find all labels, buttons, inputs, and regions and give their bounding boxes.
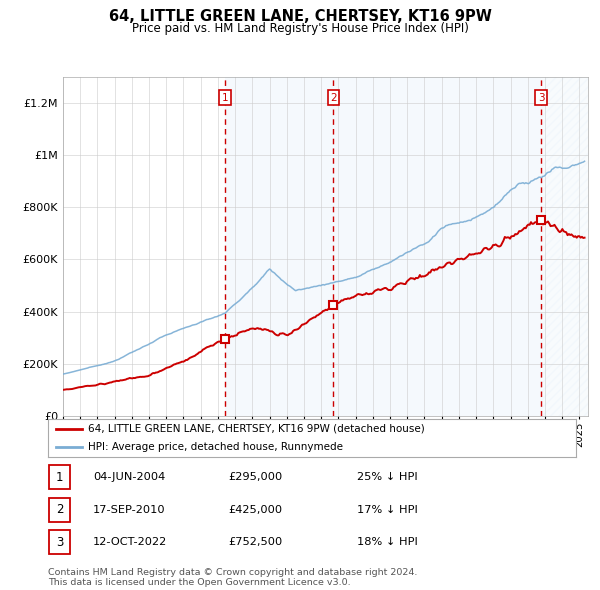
Text: 1: 1 (222, 93, 229, 103)
Bar (334, 77, 541, 416)
Text: 3: 3 (538, 93, 544, 103)
Text: 64, LITTLE GREEN LANE, CHERTSEY, KT16 9PW: 64, LITTLE GREEN LANE, CHERTSEY, KT16 9P… (109, 9, 491, 24)
Text: £425,000: £425,000 (228, 505, 282, 514)
Text: 17% ↓ HPI: 17% ↓ HPI (357, 505, 418, 514)
Text: 12-OCT-2022: 12-OCT-2022 (93, 537, 167, 547)
Text: 04-JUN-2004: 04-JUN-2004 (93, 473, 165, 482)
Text: HPI: Average price, detached house, Runnymede: HPI: Average price, detached house, Runn… (88, 442, 343, 453)
FancyBboxPatch shape (49, 530, 70, 554)
Text: Contains HM Land Registry data © Crown copyright and database right 2024.
This d: Contains HM Land Registry data © Crown c… (48, 568, 418, 587)
FancyBboxPatch shape (49, 466, 70, 489)
Text: £752,500: £752,500 (228, 537, 282, 547)
Text: 2: 2 (56, 503, 63, 516)
Text: 64, LITTLE GREEN LANE, CHERTSEY, KT16 9PW (detached house): 64, LITTLE GREEN LANE, CHERTSEY, KT16 9P… (88, 424, 424, 434)
Text: 25% ↓ HPI: 25% ↓ HPI (357, 473, 418, 482)
Text: 18% ↓ HPI: 18% ↓ HPI (357, 537, 418, 547)
Text: 17-SEP-2010: 17-SEP-2010 (93, 505, 166, 514)
Text: 2: 2 (330, 93, 337, 103)
FancyBboxPatch shape (49, 498, 70, 522)
Text: Price paid vs. HM Land Registry's House Price Index (HPI): Price paid vs. HM Land Registry's House … (131, 22, 469, 35)
Text: 1: 1 (56, 471, 63, 484)
Text: 3: 3 (56, 536, 63, 549)
Bar (541, 77, 588, 416)
Text: £295,000: £295,000 (228, 473, 282, 482)
Bar (226, 77, 334, 416)
